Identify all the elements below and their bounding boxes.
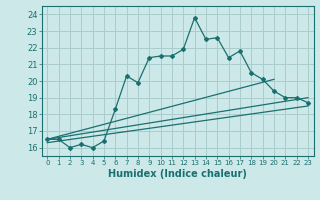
X-axis label: Humidex (Indice chaleur): Humidex (Indice chaleur) <box>108 169 247 179</box>
